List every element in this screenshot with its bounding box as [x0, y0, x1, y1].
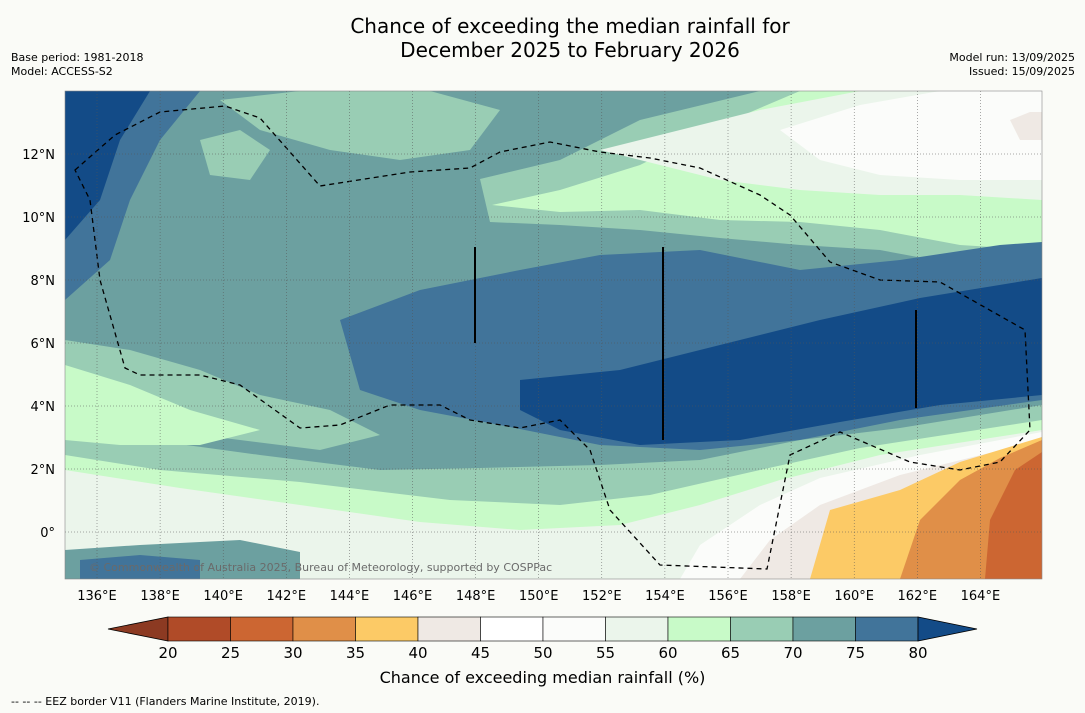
colorbar-segment: [417, 616, 481, 642]
base-period-model-info: Base period: 1981-2018 Model: ACCESS-S2: [11, 51, 144, 78]
latitude-labels: 12°N 10°N 8°N 6°N 4°N 2°N 0°: [22, 148, 55, 541]
longitude-label: 156°E: [708, 589, 748, 604]
colorbar-tick-label: 60: [658, 644, 677, 662]
latitude-label: 6°N: [31, 337, 56, 352]
colorbar-segment: [792, 616, 856, 642]
longitude-label: 148°E: [456, 589, 496, 604]
latitude-label: 2°N: [31, 463, 56, 478]
colorbar-tick-label: 75: [846, 644, 865, 662]
longitude-label: 164°E: [961, 589, 1001, 604]
colorbar-tick-label: 30: [283, 644, 302, 662]
colorbar-segment: [292, 616, 356, 642]
colorbar-tick-label: 55: [596, 644, 615, 662]
longitude-label: 146°E: [393, 589, 433, 604]
longitude-labels: 136°E 138°E 140°E 142°E 144°E 146°E 148°E 150°E…: [77, 589, 1000, 604]
colorbar-segment: [480, 616, 544, 642]
longitude-label: 140°E: [203, 589, 243, 604]
colorbar-segment: [605, 616, 669, 642]
colorbar-tick-label: 40: [408, 644, 427, 662]
colorbar-labels: 20 25 30 35 40 45 50 55 60 65 70 75 80: [158, 644, 927, 662]
latitude-label: 8°N: [31, 274, 56, 289]
map-frame: [64, 90, 1043, 580]
latitude-label: 10°N: [22, 211, 55, 226]
colorbar-tick-label: 65: [721, 644, 740, 662]
eez-border: [74, 105, 1031, 570]
colorbar-tick-label: 35: [346, 644, 365, 662]
colorbar-segment: [167, 616, 231, 642]
latitude-label: 0°: [40, 526, 55, 541]
graticule: [65, 91, 1042, 579]
colorbar-title: Chance of exceeding median rainfall (%): [379, 668, 706, 687]
latitude-label: 4°N: [31, 400, 56, 415]
colorbar-segment: [667, 616, 731, 642]
longitude-label: 154°E: [645, 589, 685, 604]
colorbar-extension-high: [917, 616, 978, 642]
longitude-label: 138°E: [140, 589, 180, 604]
colorbar-extension-low: [107, 616, 169, 642]
colorbar-segment: [542, 616, 606, 642]
copyright-text: © Commonwealth of Australia 2025, Bureau…: [89, 561, 552, 574]
colorbar-segment: [855, 616, 919, 642]
longitude-label: 150°E: [519, 589, 559, 604]
model-run-issued-info: Model run: 13/09/2025 Issued: 15/09/2025: [949, 51, 1075, 78]
colorbar-tick-label: 25: [221, 644, 240, 662]
map-shading: [65, 91, 1042, 579]
longitude-label: 160°E: [834, 589, 874, 604]
colorbar-segment: [230, 616, 294, 642]
longitude-label: 136°E: [77, 589, 117, 604]
footnote: -- -- -- EEZ border V11 (Flanders Marine…: [11, 695, 320, 708]
colorbar: [107, 616, 978, 642]
longitude-label: 144°E: [330, 589, 370, 604]
longitude-label: 142°E: [267, 589, 307, 604]
longitude-label: 162°E: [898, 589, 938, 604]
colorbar-segment: [730, 616, 794, 642]
map-title: Chance of exceeding the median rainfall …: [350, 14, 790, 62]
colorbar-tick-label: 50: [533, 644, 552, 662]
latitude-label: 12°N: [22, 148, 55, 163]
colorbar-tick-label: 80: [908, 644, 927, 662]
longitude-label: 158°E: [771, 589, 811, 604]
colorbar-segment: [355, 616, 419, 642]
colorbar-tick-label: 45: [471, 644, 490, 662]
colorbar-tick-label: 70: [783, 644, 802, 662]
longitude-label: 152°E: [582, 589, 622, 604]
colorbar-tick-label: 20: [158, 644, 177, 662]
